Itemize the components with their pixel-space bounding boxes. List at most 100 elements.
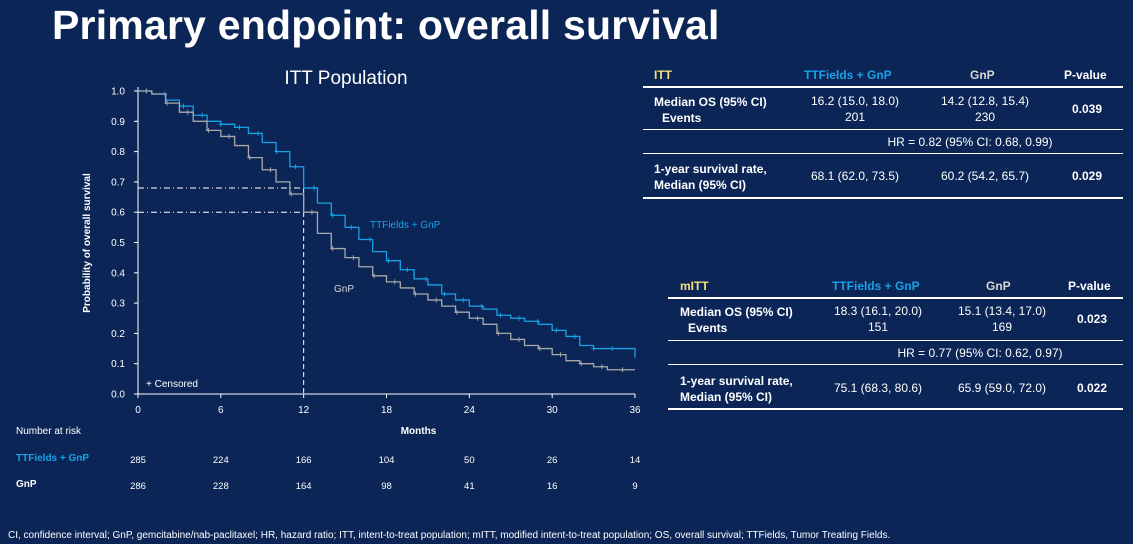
y-tick-label: 0.6	[111, 208, 125, 219]
y-tick-label: 0.8	[111, 147, 125, 158]
mitt-median-label: Median OS (95% CI)	[680, 305, 793, 319]
y-tick-label: 1.0	[111, 87, 125, 98]
censor-mark	[311, 185, 317, 191]
censor-mark	[599, 364, 605, 370]
risk-value-ttfields: 166	[295, 455, 312, 466]
risk-row-label-gnp: GnP	[16, 479, 37, 490]
itt-header-population: ITT	[654, 68, 672, 82]
censor-mark	[441, 291, 447, 297]
censor-mark	[199, 112, 205, 118]
x-tick-label: 12	[298, 405, 310, 416]
itt-median-gnp: 14.2 (12.8, 15.4)	[940, 94, 1030, 108]
risk-row-label-ttfields: TTFields + GnP	[16, 453, 90, 464]
series-line-gnp	[138, 90, 635, 371]
risk-value-ttfields: 50	[464, 455, 475, 466]
censor-mark	[330, 246, 336, 252]
risk-table-heading: Number at risk	[16, 426, 82, 437]
censor-mark	[475, 315, 481, 321]
x-tick-label: 18	[381, 405, 393, 416]
censor-mark	[268, 167, 274, 173]
censor-mark	[164, 100, 170, 106]
series-label-ttfields: TTFields + GnP	[370, 220, 441, 231]
y-tick-label: 0.7	[111, 177, 125, 188]
itt-header-gnp: GnP	[970, 68, 995, 82]
censor-mark	[236, 124, 242, 130]
mitt-oneyear-label-2: Median (95% CI)	[680, 390, 773, 404]
itt-oneyear-ttfields: 68.1 (62.0, 73.5)	[810, 169, 900, 183]
censor-mark	[386, 258, 392, 264]
censor-mark	[620, 367, 626, 373]
itt-header-pvalue: P-value	[1064, 68, 1107, 82]
censor-mark	[255, 130, 261, 136]
y-axis-label: Probability of overall survival	[82, 173, 93, 313]
x-tick-label: 0	[135, 405, 141, 416]
itt-header-ttfields: TTFields + GnP	[804, 68, 892, 82]
censor-mark	[350, 255, 356, 261]
censor-mark	[185, 109, 191, 115]
censor-mark	[292, 164, 298, 170]
x-tick-label: 30	[547, 405, 559, 416]
x-tick-label: 6	[218, 405, 224, 416]
censor-mark	[205, 127, 211, 133]
risk-value-ttfields: 14	[629, 455, 641, 466]
censor-mark	[553, 327, 559, 333]
page-title: Primary endpoint: overall survival	[52, 2, 720, 48]
itt-oneyear-gnp: 60.2 (54.2, 65.7)	[940, 169, 1030, 183]
y-tick-label: 0.1	[111, 359, 125, 370]
censor-mark	[288, 191, 294, 197]
itt-hazard-ratio: HR = 0.82 (95% CI: 0.68, 0.99)	[887, 135, 1053, 149]
y-tick-label: 0.0	[111, 390, 125, 401]
risk-value-gnp: 98	[381, 481, 392, 492]
risk-value-gnp: 9	[632, 481, 638, 492]
mitt-header-population: mITT	[680, 279, 709, 293]
mitt-oneyear-ttfields: 75.1 (68.3, 80.6)	[833, 381, 923, 395]
censor-mark	[143, 88, 149, 94]
censor-mark	[330, 212, 336, 218]
risk-value-gnp: 16	[546, 481, 558, 492]
mitt-divider-2	[668, 364, 1123, 365]
itt-median-label: Median OS (95% CI)	[654, 95, 767, 109]
x-axis-label: Months	[401, 426, 437, 437]
x-tick-label: 36	[629, 405, 641, 416]
itt-events-label: Events	[662, 111, 702, 125]
censor-mark	[454, 309, 460, 315]
censor-mark	[578, 361, 584, 367]
itt-divider-top	[643, 86, 1123, 88]
mitt-divider-bottom	[668, 408, 1123, 410]
mitt-median-gnp: 15.1 (13.4, 17.0)	[957, 304, 1047, 318]
censor-mark	[247, 155, 253, 161]
mitt-oneyear-gnp: 65.9 (59.0, 72.0)	[957, 381, 1047, 395]
mitt-header-gnp: GnP	[986, 279, 1011, 293]
y-tick-label: 0.9	[111, 117, 125, 128]
mitt-divider-1	[668, 340, 1123, 341]
censor-mark	[371, 273, 377, 279]
itt-divider-bottom	[643, 197, 1123, 199]
x-tick-label: 24	[464, 405, 476, 416]
censor-mark	[516, 336, 522, 342]
footnote: CI, confidence interval; GnP, gemcitabin…	[8, 530, 891, 541]
itt-oneyear-pvalue: 0.029	[1071, 169, 1103, 183]
censor-mark	[367, 236, 373, 242]
risk-value-ttfields: 26	[546, 455, 558, 466]
mitt-events-label: Events	[688, 321, 728, 335]
risk-value-ttfields: 285	[130, 455, 146, 466]
censor-mark	[218, 121, 224, 127]
itt-median-ttfields: 16.2 (15.0, 18.0)	[810, 94, 900, 108]
itt-events-ttfields: 201	[844, 110, 866, 124]
censor-mark	[572, 333, 578, 339]
mitt-divider-top	[668, 297, 1123, 299]
censor-mark	[591, 346, 597, 352]
censor-mark	[516, 315, 522, 321]
censor-mark	[412, 291, 418, 297]
mitt-header-pvalue: P-value	[1068, 279, 1111, 293]
itt-divider-2	[643, 153, 1123, 154]
censor-mark	[495, 330, 501, 336]
y-tick-label: 0.2	[111, 329, 125, 340]
chart-title: ITT Population	[284, 68, 407, 89]
km-chart: ITT Population 0.0 0.1 0.2 0.3 0.4 0.5 0.6 0.7 0.…	[82, 68, 641, 437]
censor-mark	[348, 224, 354, 230]
censor-mark	[479, 303, 485, 309]
censored-legend: + Censored	[146, 379, 198, 390]
mitt-events-ttfields: 151	[867, 320, 889, 334]
censor-mark	[181, 103, 187, 109]
